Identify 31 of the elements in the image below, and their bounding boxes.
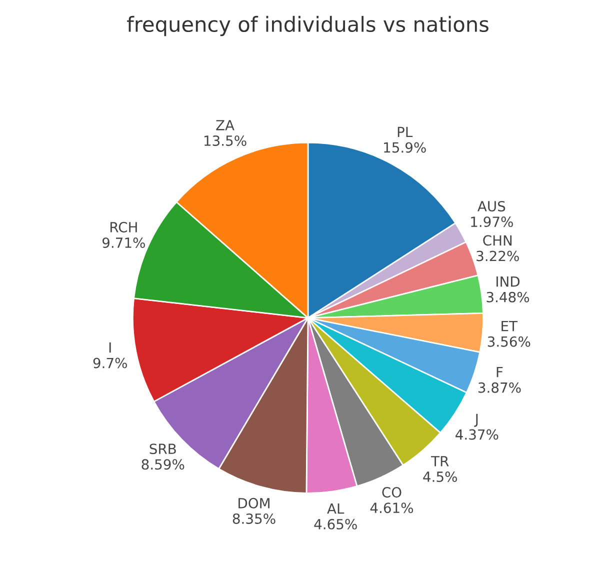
slice-label: J: [474, 414, 478, 427]
slice-label: CHN: [483, 235, 512, 246]
data-label: 4.37%: [456, 429, 498, 440]
chart-title: frequency of individuals vs nations: [127, 16, 488, 36]
data-label: 13.5%: [204, 135, 246, 146]
slice-label: TR: [431, 456, 449, 466]
data-label: 9.7%: [93, 358, 127, 368]
slice-label: AL: [327, 504, 344, 514]
slice-label: ZA: [216, 120, 234, 130]
slice-label: IND: [496, 276, 520, 287]
data-label: 3.22%: [476, 250, 519, 262]
data-label: 3.56%: [488, 336, 530, 347]
data-label: 3.48%: [486, 292, 530, 302]
slice-label: SRB: [150, 444, 176, 454]
slice-label: RCH: [110, 222, 137, 232]
data-label: 4.65%: [314, 518, 357, 530]
slice-label: DOM: [238, 498, 270, 508]
data-label: 8.59%: [142, 459, 184, 470]
slice-label: CO: [382, 487, 402, 498]
slice-label: F: [496, 366, 503, 378]
slice-label: AUS: [478, 201, 506, 212]
data-label: 8.35%: [232, 513, 276, 524]
data-label: 4.5%: [423, 472, 457, 482]
slice-label: I: [109, 342, 111, 353]
slice-label: PL: [398, 126, 413, 137]
data-label: 9.71%: [102, 237, 145, 248]
data-label: 3.87%: [478, 382, 521, 393]
slice-label: ET: [502, 320, 518, 332]
data-label: 1.97%: [471, 216, 513, 228]
data-label: 4.61%: [370, 502, 414, 514]
data-label: 15.9%: [384, 142, 426, 153]
